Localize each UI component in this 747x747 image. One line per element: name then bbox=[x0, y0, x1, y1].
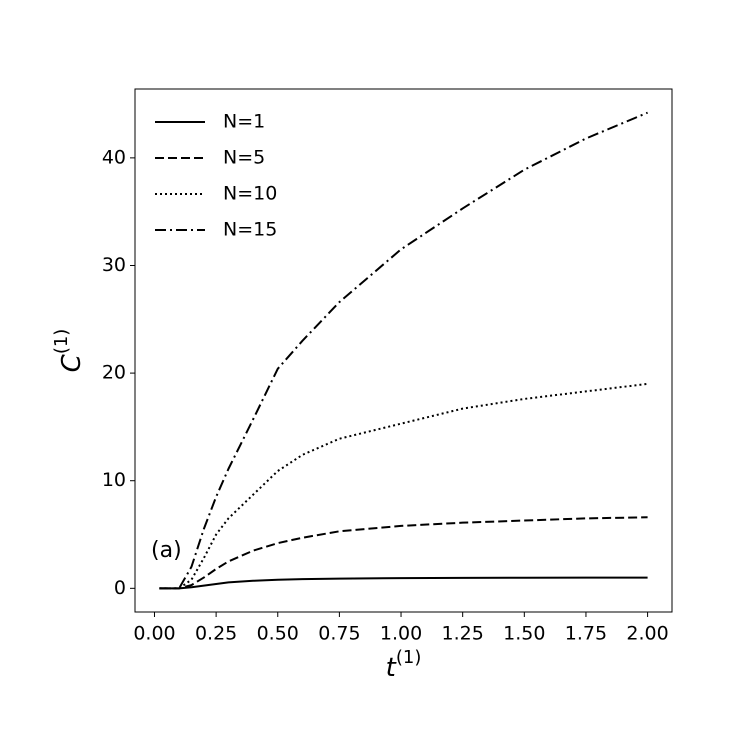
series-line bbox=[159, 516, 648, 590]
x-tick-label: 1.00 bbox=[380, 623, 422, 645]
legend-label: N=1 bbox=[223, 111, 265, 133]
x-tick-label: 1.25 bbox=[442, 623, 484, 645]
legend-label: N=5 bbox=[223, 147, 265, 169]
legend-label: N=15 bbox=[223, 219, 277, 241]
y-tick-label: 30 bbox=[102, 254, 126, 276]
y-axis-label: C(1) bbox=[51, 329, 87, 373]
y-tick-label: 0 bbox=[114, 577, 126, 599]
legend: N=1 N=5 N=10 N=15 bbox=[155, 111, 277, 241]
x-axis-label-base: t bbox=[386, 653, 397, 683]
x-axis-label-sup: (1) bbox=[396, 647, 422, 668]
x-axis-label: t(1) bbox=[386, 647, 422, 683]
x-tick-label: 0.75 bbox=[318, 623, 360, 645]
x-tick-label: 1.75 bbox=[565, 623, 607, 645]
x-tick-label: 2.00 bbox=[626, 623, 668, 645]
series-line bbox=[159, 111, 648, 590]
y-tick-label: 10 bbox=[102, 469, 126, 491]
y-axis-label-base: C bbox=[57, 353, 87, 372]
annotation: (a) bbox=[151, 538, 182, 563]
series-line bbox=[159, 576, 648, 590]
legend-label: N=10 bbox=[223, 183, 277, 205]
y-axis-label-sup: (1) bbox=[51, 329, 72, 355]
x-tick-label: 1.50 bbox=[503, 623, 545, 645]
x-tick-label: 0.50 bbox=[257, 623, 299, 645]
y-tick-label: 20 bbox=[102, 362, 126, 384]
y-tick-label: 40 bbox=[102, 146, 126, 168]
plot-frame bbox=[134, 88, 673, 613]
x-tick-label: 0.00 bbox=[133, 623, 175, 645]
x-tick-label: 0.25 bbox=[195, 623, 237, 645]
